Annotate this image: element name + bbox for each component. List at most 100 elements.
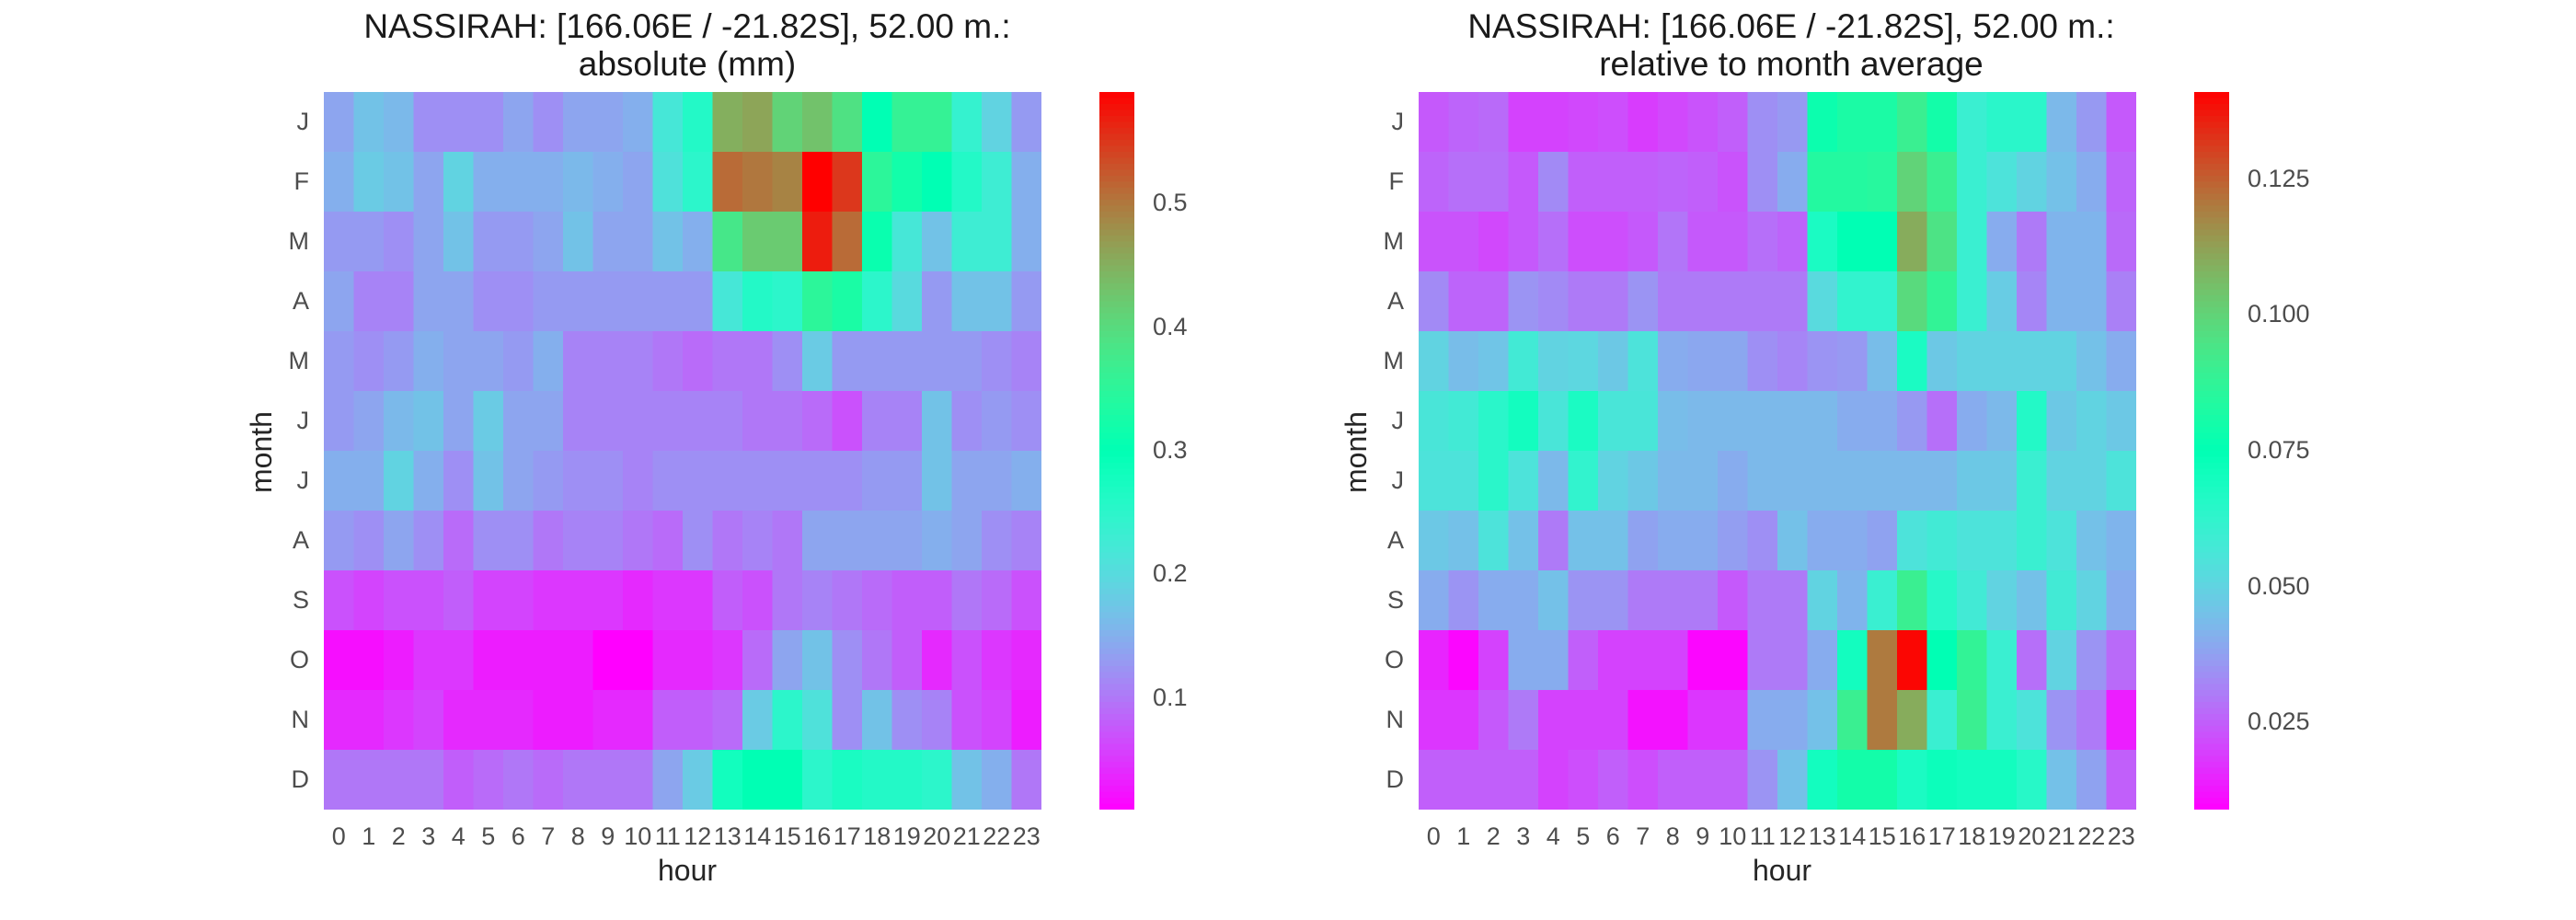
heatmap-cell: [982, 152, 1013, 213]
heatmap-cell: [1957, 451, 1988, 512]
heatmap-cell: [1807, 212, 1838, 272]
heatmap-cell: [1777, 451, 1809, 512]
colorbar-segment: [1099, 331, 1134, 339]
heatmap-cell: [1508, 152, 1539, 213]
colorbar-segment: [2194, 349, 2229, 356]
colorbar-segment: [2194, 367, 2229, 374]
x-tick-label: 13: [1808, 822, 1836, 850]
y-tick-label: O: [289, 645, 309, 673]
heatmap-cell: [473, 391, 504, 452]
heatmap-cell: [1718, 750, 1749, 810]
colorbar-segment: [2194, 570, 2229, 578]
heatmap-cell: [473, 511, 504, 571]
heatmap-cell: [712, 391, 743, 452]
heatmap-cell: [1718, 92, 1749, 153]
colorbar-segment: [1099, 750, 1134, 757]
colorbar-segment: [1099, 660, 1134, 667]
colorbar-segment: [2194, 803, 2229, 810]
heatmap-cell: [324, 451, 355, 512]
chart-title-line1: NASSIRAH: [166.06E / -21.82S], 52.00 m.:: [363, 7, 1011, 45]
colorbar-segment: [2194, 193, 2229, 201]
colorbar-tick-label: 0.1: [1153, 683, 1188, 711]
heatmap-cell: [772, 391, 803, 452]
colorbar-segment: [2194, 594, 2229, 602]
colorbar-segment: [2194, 552, 2229, 559]
heatmap-cell: [1747, 152, 1778, 213]
heatmap-cell: [2076, 271, 2108, 332]
heatmap-cell: [2046, 331, 2077, 392]
heatmap-cell: [1957, 212, 1988, 272]
heatmap-cell: [922, 92, 953, 153]
heatmap-cell: [1926, 331, 1958, 392]
heatmap-cell: [2076, 750, 2108, 810]
colorbar-segment: [1099, 552, 1134, 559]
colorbar-segment: [1099, 487, 1134, 494]
colorbar-segment: [2194, 98, 2229, 105]
heatmap-cell: [922, 570, 953, 631]
heatmap-cell: [1986, 212, 2018, 272]
heatmap-cell: [1508, 511, 1539, 571]
heatmap-cell: [1926, 152, 1958, 213]
chart-title-line1: NASSIRAH: [166.06E / -21.82S], 52.00 m.:: [1467, 7, 2115, 45]
colorbar-segment: [1099, 169, 1134, 177]
colorbar-segment: [2194, 707, 2229, 715]
heatmap-cell: [1538, 212, 1570, 272]
heatmap-cell: [533, 152, 564, 213]
colorbar-segment: [2194, 660, 2229, 667]
heatmap-cell: [1568, 570, 1599, 631]
heatmap-cell: [1568, 630, 1599, 691]
heatmap-cell: [533, 92, 564, 153]
colorbar-segment: [2194, 480, 2229, 488]
y-tick-label: S: [292, 585, 309, 614]
colorbar-segment: [2194, 762, 2229, 769]
heatmap-cell: [2017, 391, 2048, 452]
heatmap-cell: [1478, 451, 1510, 512]
colorbar-tick-label: 0.075: [2248, 436, 2310, 464]
heatmap-cell: [2106, 391, 2136, 452]
heatmap-cell: [1011, 331, 1041, 392]
colorbar-segment: [1099, 379, 1134, 386]
colorbar-segment: [2194, 511, 2229, 518]
colorbar-segment: [2194, 229, 2229, 236]
colorbar-segment: [2194, 432, 2229, 440]
heatmap-cell: [832, 570, 863, 631]
colorbar-segment: [1099, 253, 1134, 260]
heatmap-cell: [1777, 212, 1809, 272]
heatmap-cell: [1598, 630, 1629, 691]
heatmap-cell: [592, 451, 624, 512]
chart-title: NASSIRAH: [166.06E / -21.82S], 52.00 m.:…: [273, 7, 1101, 83]
heatmap-cell: [772, 690, 803, 751]
heatmap-cell: [982, 451, 1013, 512]
colorbar-segment: [2194, 283, 2229, 291]
x-tick-label: 4: [451, 822, 466, 850]
colorbar-segment: [2194, 767, 2229, 775]
heatmap-cell: [353, 750, 385, 810]
heatmap-cell: [1957, 391, 1988, 452]
heatmap-cell: [1538, 690, 1570, 751]
heatmap-cell: [1807, 570, 1838, 631]
heatmap-cell: [1897, 391, 1928, 452]
x-tick-label: 23: [1012, 822, 1041, 850]
heatmap-cell: [891, 750, 923, 810]
chart-title-line2: absolute (mm): [578, 45, 797, 83]
heatmap-cell: [324, 331, 355, 392]
colorbar-segment: [2194, 642, 2229, 650]
heatmap-cell: [922, 750, 953, 810]
heatmap-cell: [712, 451, 743, 512]
heatmap-cell: [1478, 212, 1510, 272]
colorbar-segment: [1099, 229, 1134, 236]
heatmap-cell: [951, 511, 983, 571]
colorbar-segment: [1099, 403, 1134, 410]
heatmap-cell: [1568, 212, 1599, 272]
heatmap-cell: [832, 511, 863, 571]
heatmap-cell: [1419, 331, 1450, 392]
x-tick-label: 2: [391, 822, 406, 850]
colorbar-segment: [2194, 331, 2229, 339]
heatmap-cell: [712, 750, 743, 810]
heatmap-cell: [592, 391, 624, 452]
heatmap-cell: [1419, 750, 1450, 810]
heatmap-cell: [2017, 92, 2048, 153]
heatmap-cell: [384, 750, 415, 810]
heatmap-cell: [1658, 331, 1689, 392]
heatmap-cell: [1867, 690, 1898, 751]
